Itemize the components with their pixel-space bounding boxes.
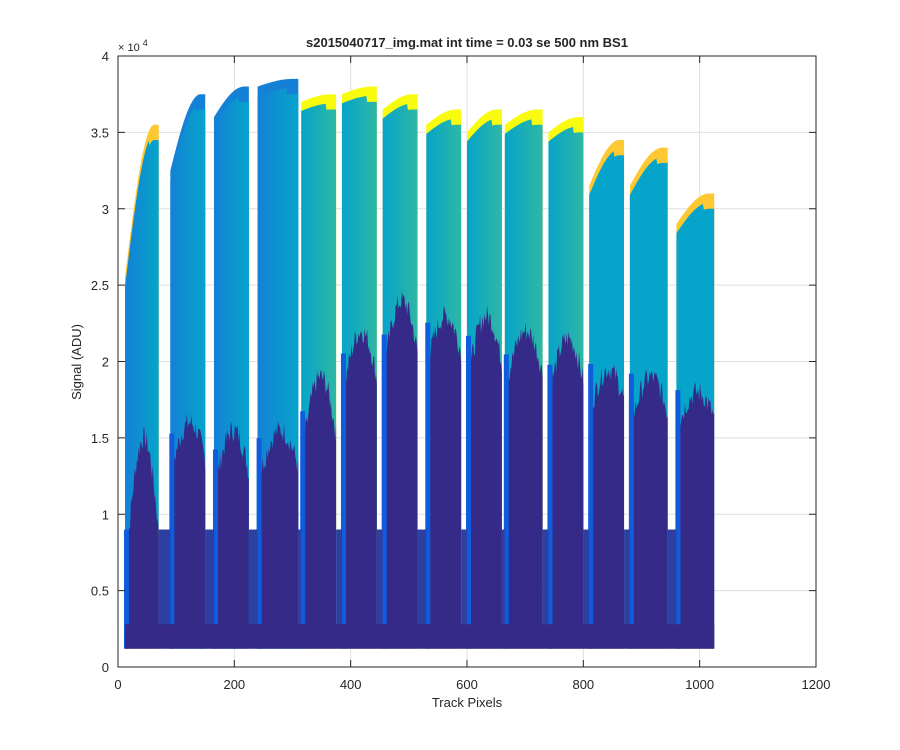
segment-gap (205, 529, 214, 649)
x-tick-label: 400 (340, 677, 362, 692)
y-tick-label: 1.5 (91, 431, 109, 446)
y-tick-label: 0 (102, 660, 109, 675)
y-tick-label: 3.5 (91, 125, 109, 140)
series-areas (123, 78, 715, 649)
segment-gap (461, 529, 467, 649)
x-tick-label: 800 (572, 677, 594, 692)
y-exponent-power: 4 (143, 38, 148, 48)
segment-low-area (301, 369, 337, 649)
segment-low-area (504, 322, 543, 649)
segment-low-area (170, 413, 206, 649)
x-tick-label: 1200 (802, 677, 831, 692)
segment-edge (675, 390, 681, 649)
y-axis-exponent: × 10 4 (118, 38, 148, 54)
segment-edge (425, 322, 431, 649)
segment-edge (628, 373, 634, 649)
segment-low-area (341, 327, 377, 649)
chart-title: s2015040717_img.mat int time = 0.03 se 5… (306, 35, 628, 50)
axis-ticks: 0 200 400 600 800 1000 1200 0 0.5 1 1.5 2 2.5 3 3.5 4 (91, 49, 831, 692)
segment-edge (466, 335, 471, 649)
segment-edge (588, 364, 594, 649)
segment-edge (169, 433, 175, 649)
y-tick-label: 1 (102, 507, 109, 522)
segment-gap (624, 529, 630, 649)
segment-edge (256, 438, 262, 649)
y-tick-label: 0.5 (91, 584, 109, 599)
segment-low-area (124, 427, 159, 649)
segment-gap (667, 529, 677, 649)
segment-gap (336, 529, 342, 649)
segment-gap (417, 529, 427, 649)
y-tick-label: 4 (102, 49, 109, 64)
x-tick-label: 200 (223, 677, 245, 692)
segment-low-area (426, 305, 462, 649)
segment-gap (501, 529, 505, 649)
x-tick-label: 600 (456, 677, 478, 692)
segment-gap (583, 529, 590, 649)
x-tick-label: 0 (114, 677, 121, 692)
segment-gap (248, 529, 258, 649)
x-axis-label: Track Pixels (432, 695, 503, 710)
y-tick-label: 3 (102, 202, 109, 217)
segment-low-area (382, 290, 418, 649)
segment-edge (340, 353, 346, 649)
x-tick-label: 1000 (685, 677, 714, 692)
y-tick-label: 2.5 (91, 278, 109, 293)
segment-edge (212, 449, 218, 649)
segment-low-area (467, 305, 502, 649)
baseline-strip (124, 624, 715, 649)
segment-low-area (629, 369, 668, 649)
segment-gap (298, 529, 302, 649)
segment-low-area (676, 382, 715, 649)
segment-edge (547, 364, 553, 649)
segment-low-area (213, 421, 249, 649)
y-axis-label: Signal (ADU) (69, 324, 84, 400)
segment-low-area (589, 364, 625, 649)
segment-edge (300, 411, 306, 649)
segment-gap (158, 529, 171, 649)
segment-edge (123, 529, 129, 649)
segment-gap (542, 529, 549, 649)
segment-low-area (257, 421, 299, 649)
segment-edge (503, 354, 509, 649)
segment-low-area (548, 331, 584, 649)
segment-edge (381, 334, 387, 649)
segment-gap (376, 529, 383, 649)
y-tick-label: 2 (102, 355, 109, 370)
y-exponent-base: × 10 (118, 42, 140, 54)
